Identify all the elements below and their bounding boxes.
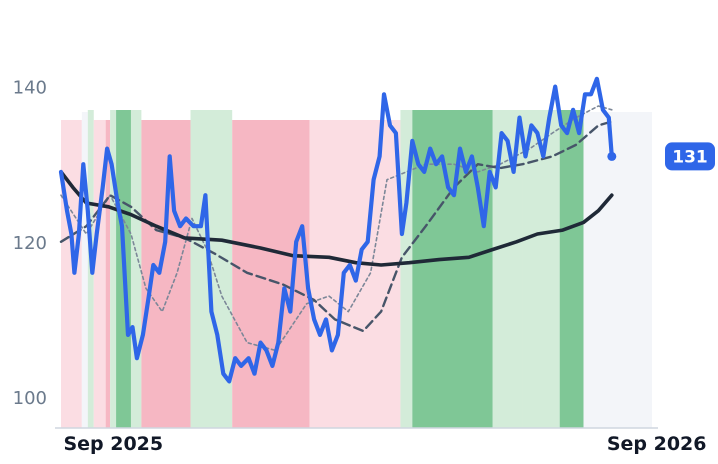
regime-band [412, 110, 493, 428]
last-value-dot [607, 151, 617, 161]
regime-band [400, 110, 413, 428]
regime-band [61, 120, 82, 428]
regime-band [559, 110, 584, 428]
last-value-badge [665, 142, 715, 171]
series-lines [58, 76, 614, 384]
regime-band [110, 110, 117, 428]
regime-band [130, 110, 142, 428]
regime-band [522, 110, 560, 428]
x-tick-label: Sep 2026 [607, 433, 707, 455]
regime-band [105, 120, 111, 428]
price-line [58, 76, 614, 384]
y-tick-label: 100 [13, 388, 47, 409]
regime-band [583, 112, 652, 428]
last-value-label: 131 [672, 147, 708, 167]
last-value-marker: 131 [607, 142, 715, 171]
regime-band [93, 120, 106, 428]
short-ma-line [60, 105, 613, 352]
y-tick-label: 140 [13, 78, 47, 99]
regime-band [232, 120, 310, 428]
long-ma-line [59, 170, 614, 267]
x-tick-label: Sep 2025 [63, 433, 163, 455]
y-tick-label: 120 [13, 233, 47, 254]
x-axis-ticks: Sep 2025 Sep 2026 [63, 433, 706, 455]
y-axis-ticks: 100 120 140 [13, 78, 47, 409]
regime-band [141, 120, 191, 428]
regime-band [81, 112, 88, 428]
